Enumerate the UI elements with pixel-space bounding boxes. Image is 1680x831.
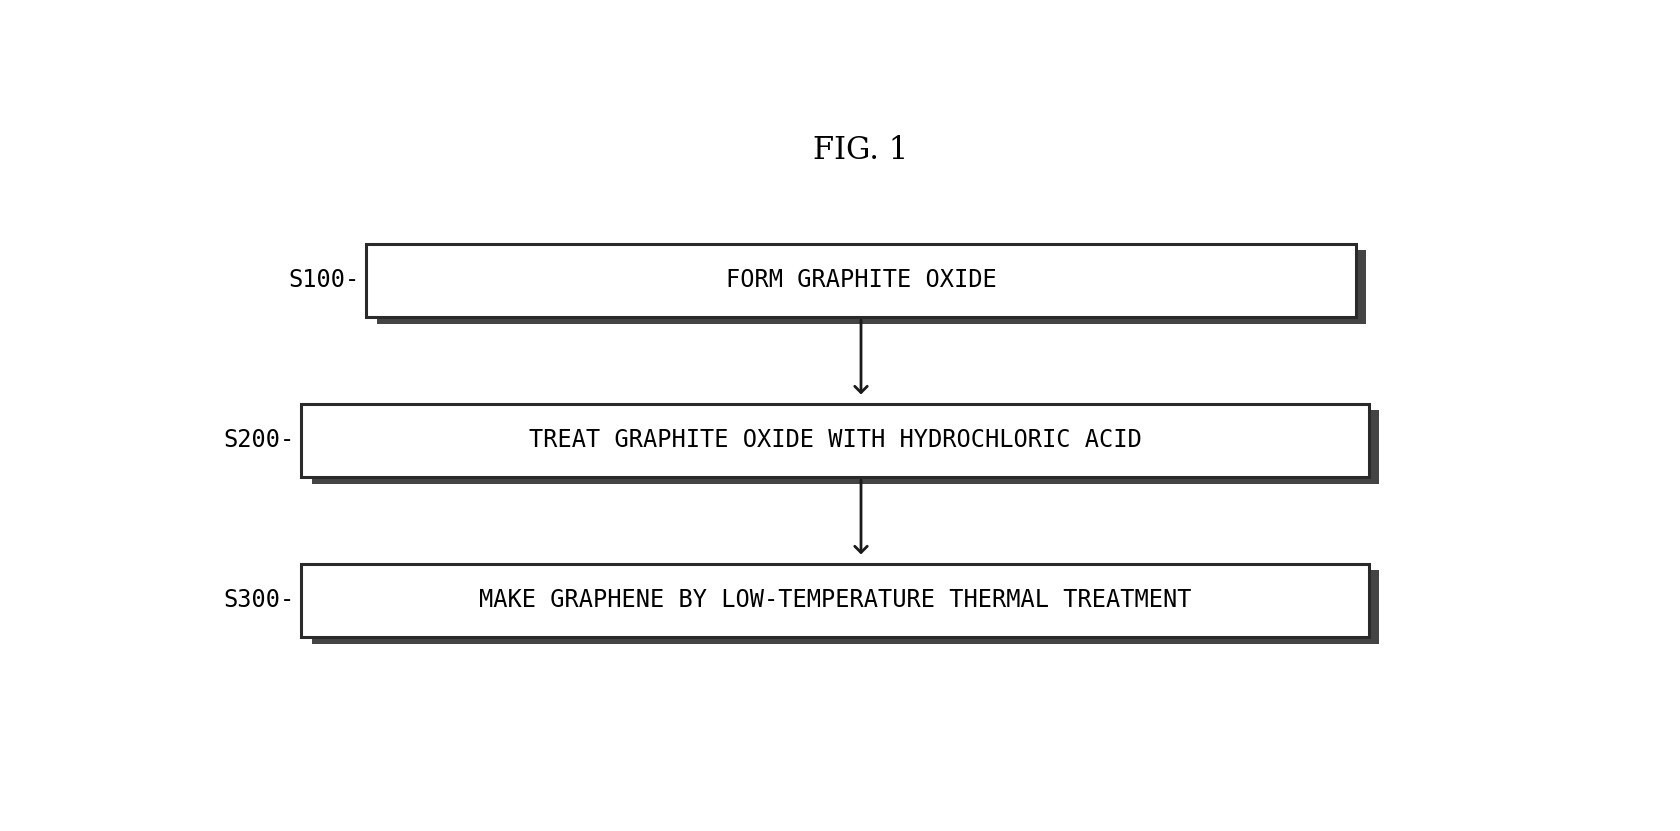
Bar [376,250,1366,323]
Bar [311,570,1379,643]
Bar [301,563,1369,637]
Text: FORM GRAPHITE OXIDE: FORM GRAPHITE OXIDE [726,268,996,293]
Text: MAKE GRAPHENE BY LOW-TEMPERATURE THERMAL TREATMENT: MAKE GRAPHENE BY LOW-TEMPERATURE THERMAL… [479,588,1191,612]
Bar [366,243,1356,317]
Text: S300-: S300- [223,588,294,612]
Text: S100-: S100- [289,268,360,293]
Text: S200-: S200- [223,429,294,452]
Bar [311,410,1379,484]
Text: TREAT GRAPHITE OXIDE WITH HYDROCHLORIC ACID: TREAT GRAPHITE OXIDE WITH HYDROCHLORIC A… [529,429,1141,452]
Bar [301,404,1369,477]
Text: FIG. 1: FIG. 1 [813,135,909,166]
